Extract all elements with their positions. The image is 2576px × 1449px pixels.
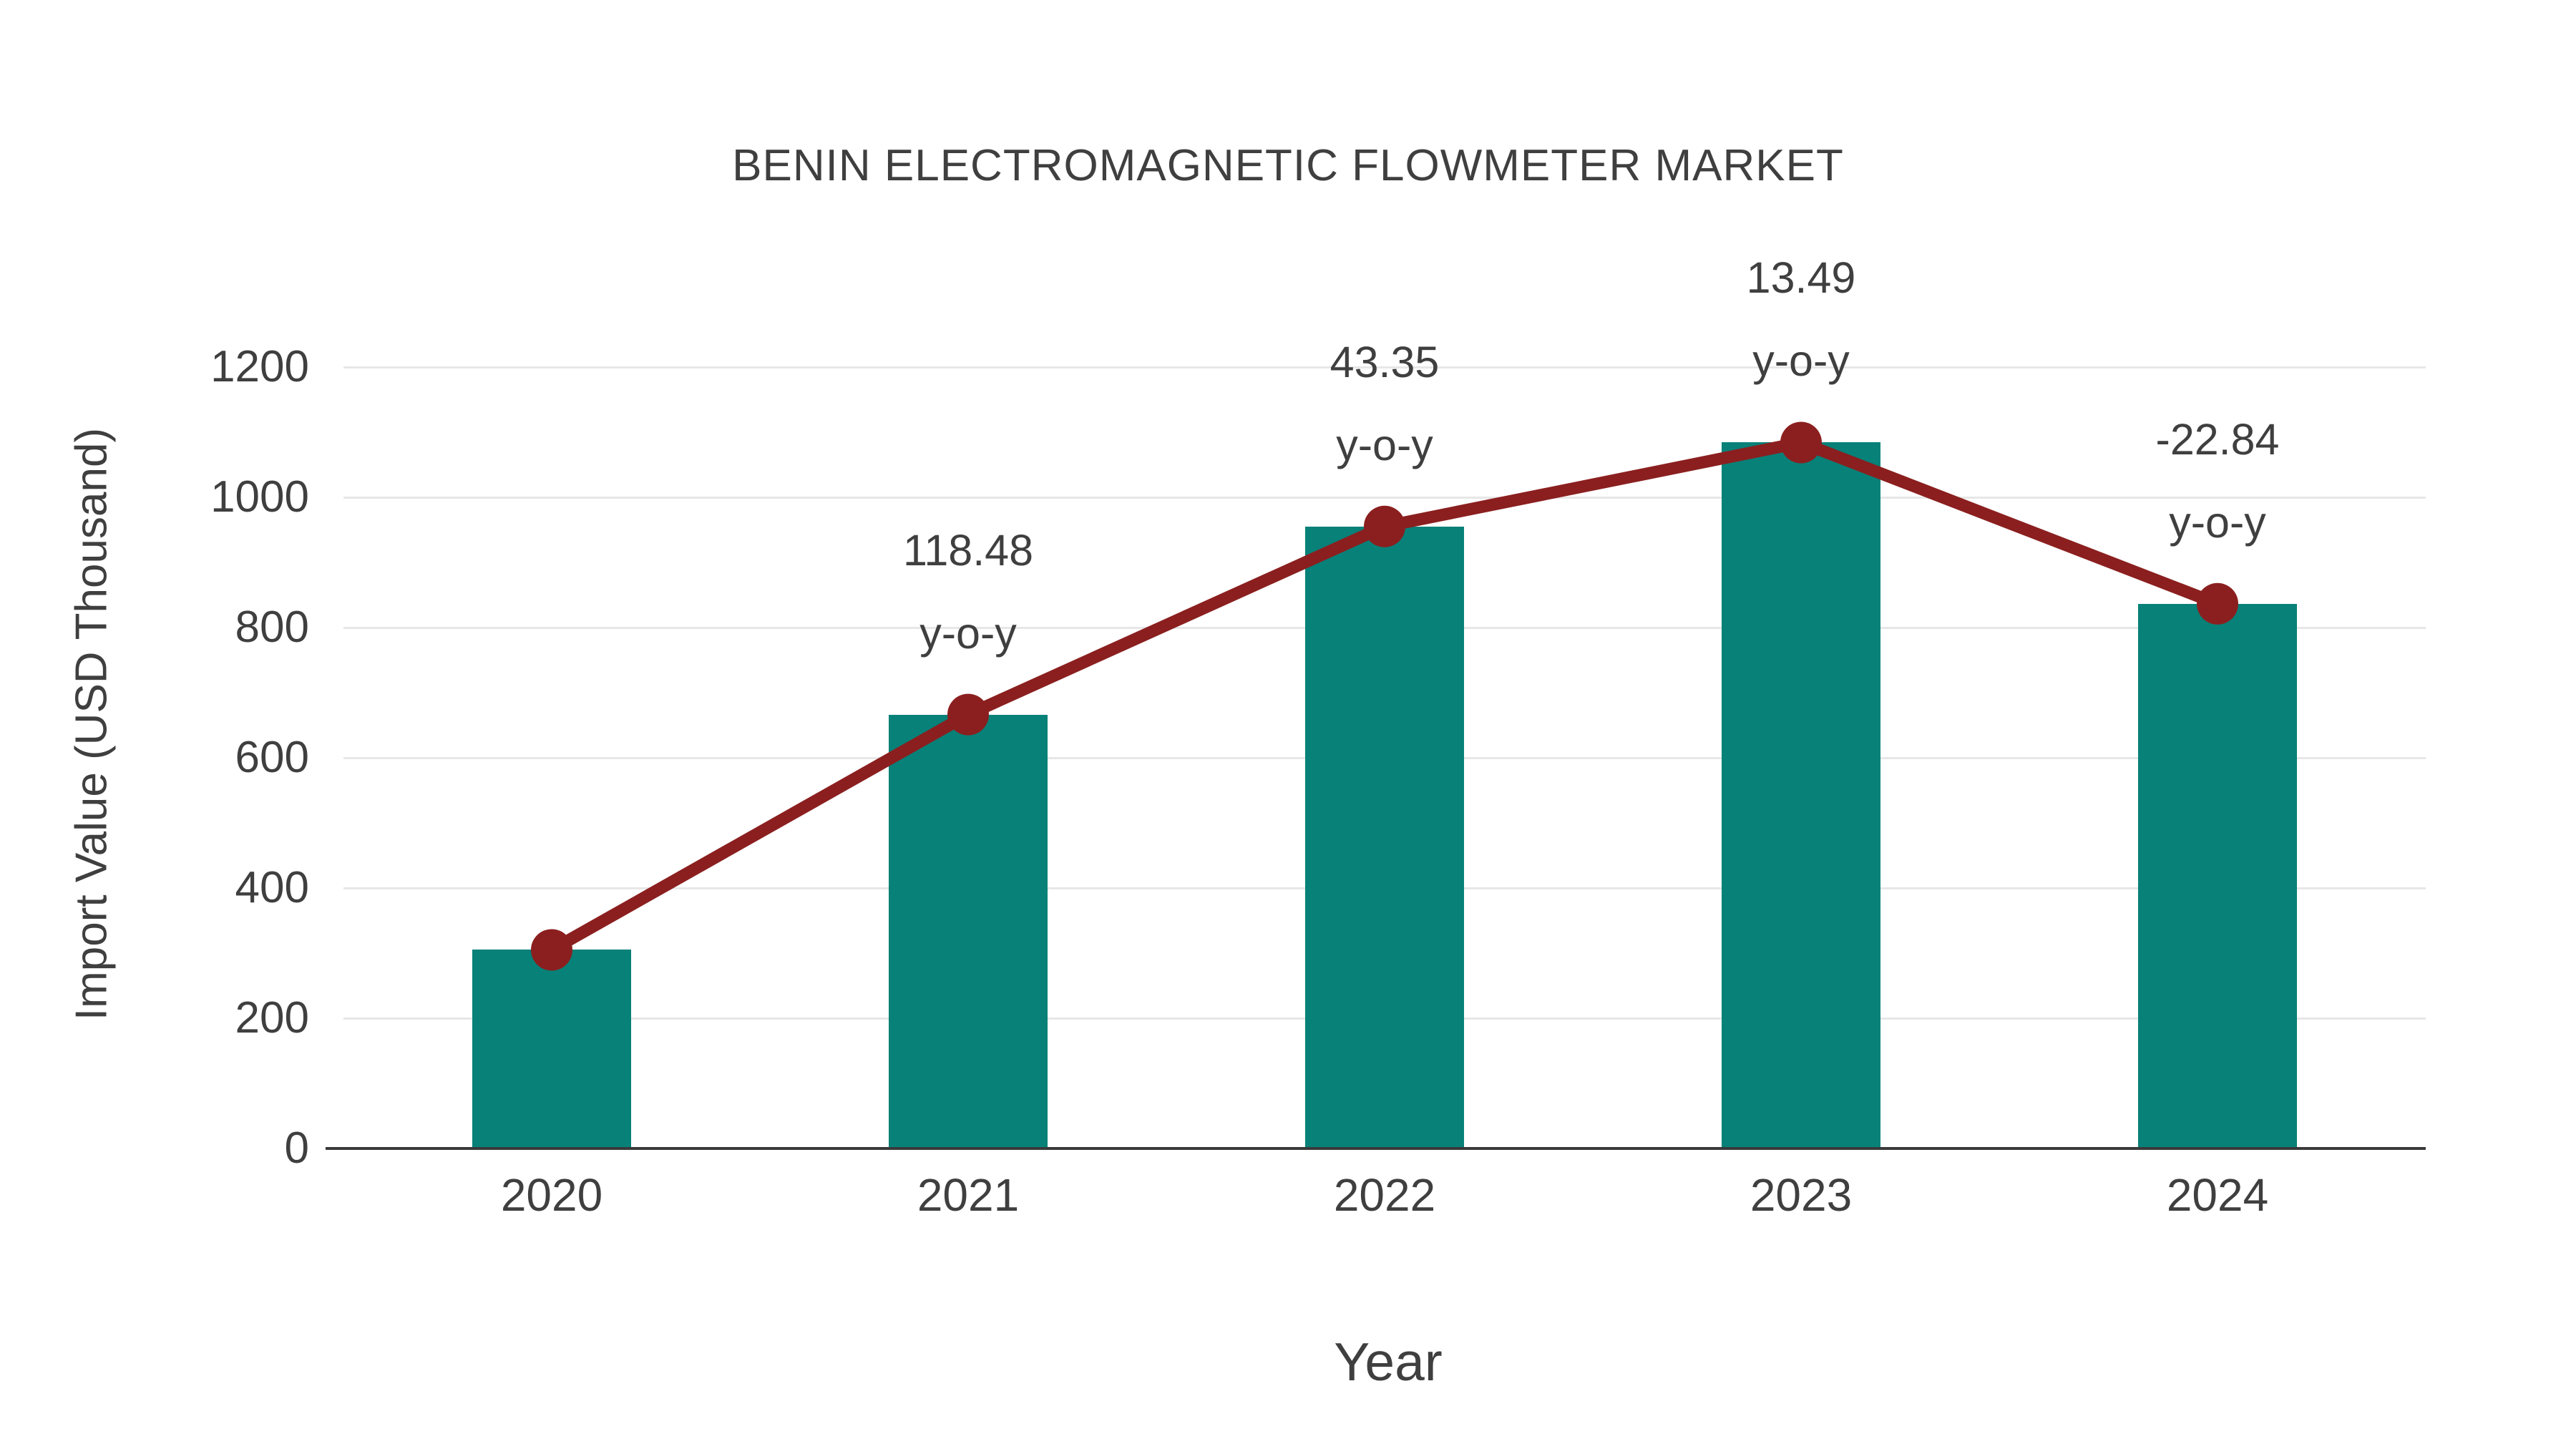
yoy-value: 43.35 [1330,337,1440,386]
yoy-annotation-2023: 13.49 y-o-y [1572,236,2030,402]
y-tick-label-600: 600 [235,733,309,782]
yoy-suffix: y-o-y [919,608,1017,658]
chart-title: BENIN ELECTROMAGNETIC FLOWMETER MARKET [732,141,1844,190]
yoy-suffix: y-o-y [2169,497,2266,547]
bar-2022 [1305,526,1464,1148]
y-tick-label-1200: 1200 [210,342,309,391]
yoy-value: -22.84 [2155,414,2280,464]
x-axis-line [326,1147,2426,1150]
x-axis-title: Year [1334,1332,1443,1392]
y-tick-label-200: 200 [235,993,309,1043]
yoy-value: 118.48 [902,525,1034,575]
yoy-value: 13.49 [1746,253,1856,303]
bar-2023 [1722,442,1880,1148]
y-tick-label-400: 400 [235,863,309,912]
gridline-y-1200 [343,366,2426,369]
y-tick-label-800: 800 [235,602,309,652]
bar-2021 [889,714,1048,1148]
y-axis-title: Import Value (USD Thousand) [67,427,117,1021]
yoy-annotation-2021: 118.48 y-o-y [739,509,1197,675]
bar-2024 [2138,603,2297,1148]
x-tick-label-2021: 2021 [917,1169,1020,1221]
bar-2020 [472,950,631,1148]
x-tick-label-2020: 2020 [500,1169,603,1221]
x-tick-label-2024: 2024 [2166,1169,2269,1221]
yoy-suffix: y-o-y [1336,420,1433,469]
x-tick-label-2023: 2023 [1750,1169,1853,1221]
yoy-annotation-2022: 43.35 y-o-y [1156,321,1614,487]
yoy-suffix: y-o-y [1752,336,1850,386]
x-tick-label-2022: 2022 [1333,1169,1436,1221]
yoy-annotation-2024: -22.84 y-o-y [1989,398,2446,564]
y-tick-label-1000: 1000 [210,472,309,522]
y-tick-label-0: 0 [284,1123,309,1173]
